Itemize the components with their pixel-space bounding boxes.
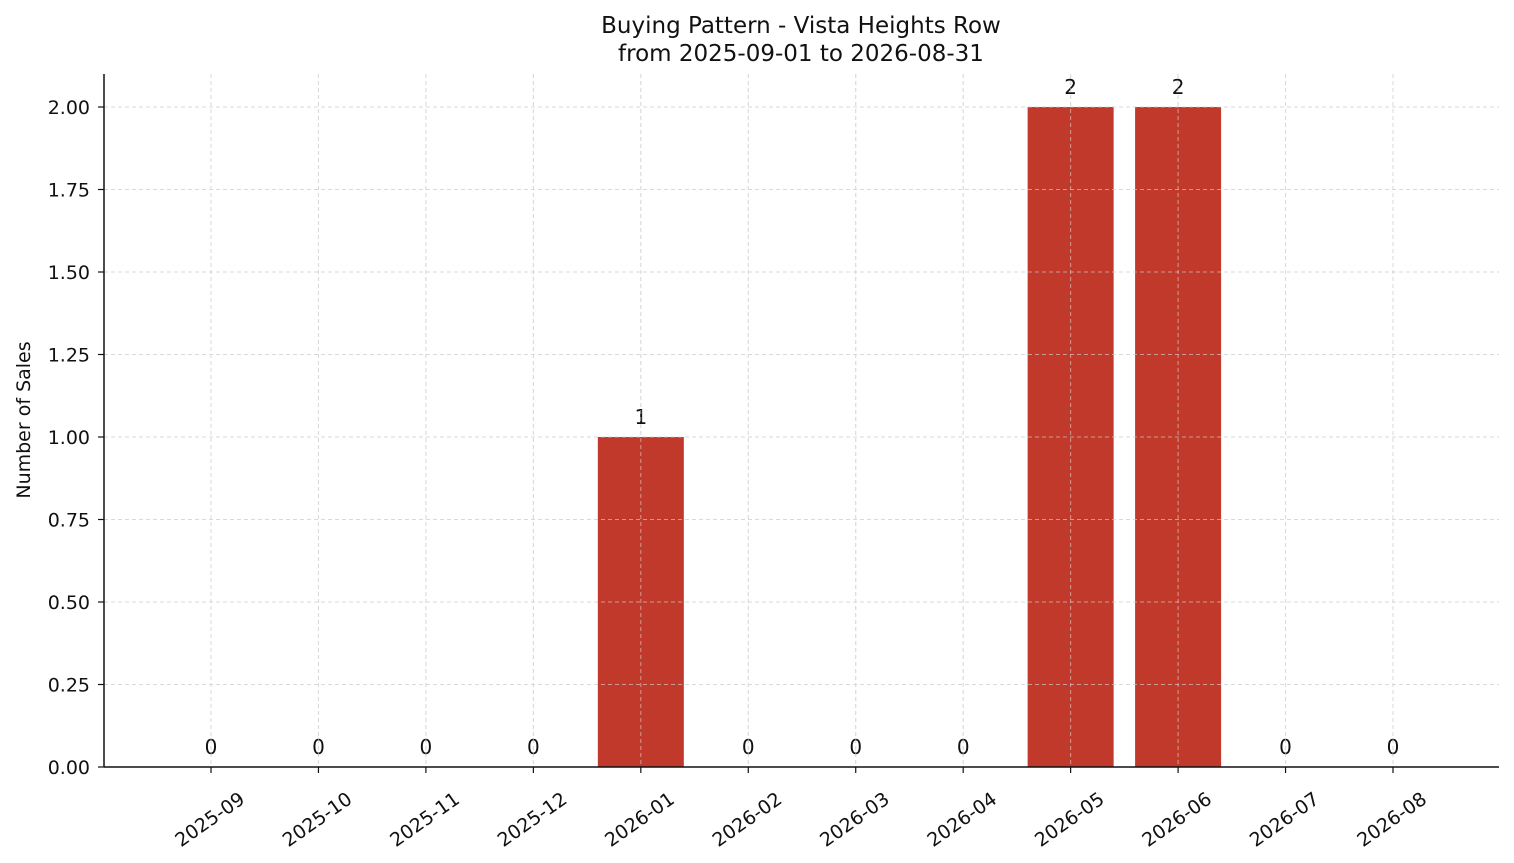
x-tick-label-2026-01: 2026-01 bbox=[601, 788, 679, 852]
x-tick-label-2026-02: 2026-02 bbox=[708, 788, 786, 852]
chart-title: Buying Pattern - Vista Heights Row bbox=[601, 13, 1001, 39]
x-tick-label-2026-07: 2026-07 bbox=[1246, 788, 1324, 852]
y-tick-label: 0.50 bbox=[48, 592, 90, 614]
x-tick-label-2025-11: 2025-11 bbox=[386, 788, 464, 852]
data-labels: 0 0 0 010 0 02 20 0 bbox=[104, 74, 1499, 768]
x-tick-label-2026-04: 2026-04 bbox=[923, 788, 1001, 852]
x-tick-label-2025-10: 2025-10 bbox=[279, 788, 357, 852]
x-tick-label-2025-09: 2025-09 bbox=[171, 788, 249, 852]
axes bbox=[98, 74, 1499, 773]
x-tick-label-2025-12: 2025-12 bbox=[494, 788, 572, 852]
grid-lines bbox=[104, 74, 1499, 768]
y-tick-label: 0.75 bbox=[48, 510, 90, 532]
tick-labels: 0.00 0.25 0.50 0.75 1.00 1.25 1.50 1.75 2.00 2025… bbox=[48, 97, 1431, 852]
y-tick-label: 2.00 bbox=[48, 97, 90, 119]
data-label-2026-06: 2 bbox=[1172, 75, 1185, 99]
data-label-2026-05: 2 bbox=[1064, 75, 1077, 99]
x-tick-label-2026-05: 2026-05 bbox=[1031, 788, 1109, 852]
chart-subtitle: from 2025-09-01 to 2026-08-31 bbox=[618, 41, 984, 67]
y-tick-label: 1.00 bbox=[48, 427, 90, 449]
y-tick-label: 1.25 bbox=[48, 345, 90, 367]
y-tick-label: 0.25 bbox=[48, 675, 90, 697]
x-tick-label-2026-06: 2026-06 bbox=[1138, 788, 1216, 852]
y-tick-label: 1.50 bbox=[48, 262, 90, 284]
x-tick-label-2026-08: 2026-08 bbox=[1353, 788, 1431, 852]
x-tick-label-2026-03: 2026-03 bbox=[816, 788, 894, 852]
y-tick-label: 0.00 bbox=[48, 757, 90, 779]
y-tick-label: 1.75 bbox=[48, 180, 90, 202]
y-axis-label: Number of Sales bbox=[13, 341, 35, 498]
